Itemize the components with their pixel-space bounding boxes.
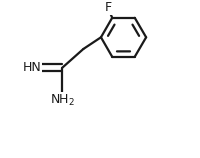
Text: NH$_2$: NH$_2$	[50, 93, 74, 108]
Text: HN: HN	[22, 61, 41, 74]
Text: F: F	[104, 1, 111, 14]
